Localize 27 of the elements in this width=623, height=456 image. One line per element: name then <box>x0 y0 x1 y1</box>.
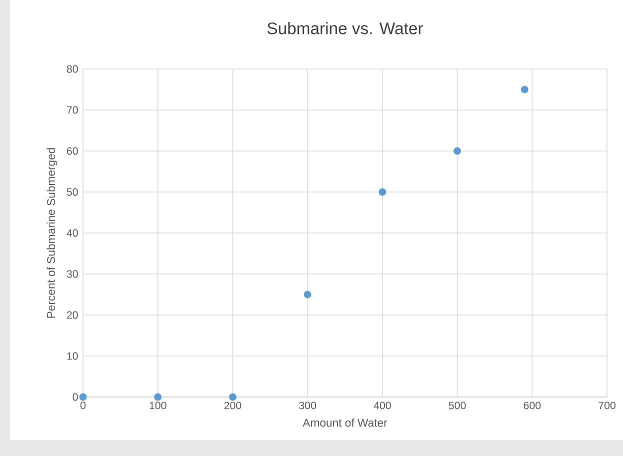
x-tick-label: 0 <box>80 402 86 410</box>
x-tick-label: 400 <box>374 402 391 410</box>
y-tick-label: 80 <box>66 65 78 73</box>
point <box>79 393 87 401</box>
y-axis-title: Percent of Submarine Submerged <box>46 148 58 318</box>
point <box>228 393 236 401</box>
y-tick-label: 10 <box>67 352 78 360</box>
y-tick-label: 20 <box>66 311 78 319</box>
chart-title: Submarine vs. Water <box>267 22 423 34</box>
x-tick-label: 700 <box>598 402 616 410</box>
y-tick-label: 0 <box>72 393 78 401</box>
point <box>520 86 528 94</box>
x-tick-label: 600 <box>524 402 541 410</box>
point <box>378 188 386 196</box>
y-tick-label: 30 <box>66 270 78 278</box>
point <box>304 290 312 298</box>
x-tick-label: 100 <box>150 402 166 410</box>
x-tick-label: 300 <box>299 402 316 410</box>
y-tick-label: 40 <box>66 229 78 237</box>
x-axis-title: Amount of Water <box>302 418 388 427</box>
point <box>154 393 162 401</box>
point <box>454 147 462 155</box>
x-tick-label: 500 <box>448 402 466 410</box>
y-tick-label: 60 <box>66 147 78 155</box>
y-tick-label: 50 <box>66 188 78 196</box>
x-tick-label: 200 <box>224 402 242 410</box>
y-tick-label: 70 <box>66 106 78 114</box>
